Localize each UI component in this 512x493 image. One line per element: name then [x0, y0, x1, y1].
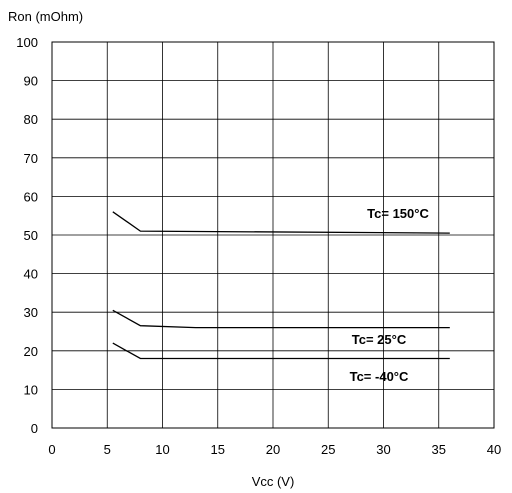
x-tick-label: 0	[48, 442, 55, 457]
y-axis-title: Ron (mOhm)	[8, 9, 83, 24]
x-tick-label: 25	[321, 442, 335, 457]
y-tick-label: 100	[16, 35, 38, 50]
y-tick-label: 10	[24, 382, 38, 397]
x-tick-label: 5	[104, 442, 111, 457]
x-tick-label: 10	[155, 442, 169, 457]
y-tick-label: 20	[24, 344, 38, 359]
x-tick-label: 30	[376, 442, 390, 457]
series-label-2: Tc= 25°C	[352, 332, 407, 347]
x-tick-label: 40	[487, 442, 501, 457]
series-line-2	[112, 309, 450, 329]
grid	[52, 42, 494, 428]
series-label-3: Tc= -40°C	[350, 369, 409, 384]
y-tick-label: 30	[24, 305, 38, 320]
series-label-1: Tc= 150°C	[367, 206, 429, 221]
y-tick-label: 50	[24, 228, 38, 243]
series-labels: Tc= 150°C Tc= 25°C Tc= -40°C	[350, 206, 430, 384]
y-tick-label: 40	[24, 267, 38, 282]
series-line-3	[112, 342, 450, 360]
y-tick-label: 0	[31, 421, 38, 436]
y-tick-label: 90	[24, 74, 38, 89]
series-line-1	[112, 211, 450, 234]
y-tick-label: 60	[24, 189, 38, 204]
tick-labels: 0 5 10 15 20 25 30 35 40 0 10 20 30 40 50 60 70 80 90 100	[16, 35, 501, 457]
y-tick-label: 70	[24, 151, 38, 166]
x-tick-label: 15	[211, 442, 225, 457]
plot-frame	[51, 41, 495, 429]
x-tick-label: 20	[266, 442, 280, 457]
x-axis-title: Vcc (V)	[252, 474, 295, 489]
series-lines	[112, 211, 450, 360]
x-tick-label: 35	[432, 442, 446, 457]
y-tick-label: 80	[24, 112, 38, 127]
